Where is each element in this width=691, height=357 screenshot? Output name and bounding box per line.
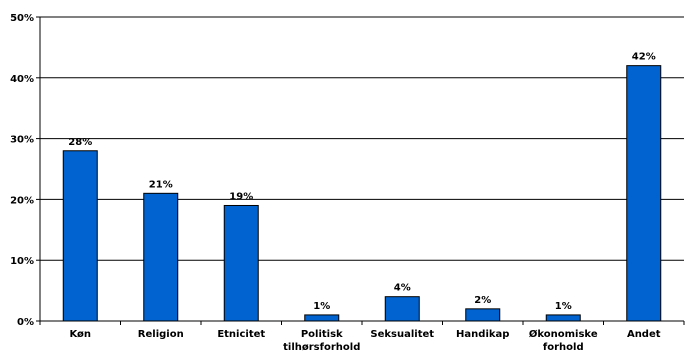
y-tick-label: 40% — [10, 74, 34, 85]
data-label: 28% — [68, 137, 92, 148]
y-tick-label: 30% — [10, 135, 34, 146]
data-label: 21% — [149, 179, 173, 190]
x-tick-label: Handikap — [456, 329, 509, 340]
x-tick-label: Etnicitet — [217, 329, 265, 340]
bar — [223, 204, 259, 322]
data-label: 4% — [394, 283, 411, 294]
data-label: 19% — [229, 191, 253, 202]
bar — [143, 192, 179, 322]
x-tick-label: Andet — [627, 329, 661, 340]
bar — [626, 65, 662, 322]
x-tick-label: Politisk — [301, 329, 343, 340]
bar — [384, 296, 420, 322]
bar — [545, 314, 581, 322]
bar — [304, 314, 340, 322]
bar — [62, 150, 98, 322]
x-tick-label: forhold — [543, 342, 584, 353]
x-tick-label: Religion — [138, 329, 184, 340]
data-label: 1% — [555, 301, 572, 312]
x-tick-label: Køn — [69, 329, 91, 340]
data-label: 1% — [313, 301, 330, 312]
y-tick-label: 20% — [10, 195, 34, 206]
data-label: 42% — [632, 52, 656, 63]
data-label: 2% — [474, 295, 491, 306]
y-tick-label: 10% — [10, 256, 34, 267]
y-tick-label: 50% — [10, 13, 34, 24]
x-tick-label: tilhørsforhold — [283, 342, 360, 353]
x-tick-label: Økonomiske — [529, 328, 598, 340]
bar — [465, 308, 501, 322]
x-tick-label: Seksualitet — [370, 329, 434, 340]
y-tick-label: 0% — [17, 317, 34, 328]
